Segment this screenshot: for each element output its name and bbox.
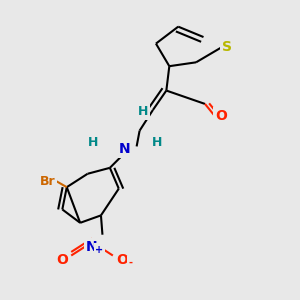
Text: O: O <box>56 253 68 267</box>
Text: S: S <box>222 40 232 55</box>
Text: H: H <box>152 136 163 149</box>
Text: Br: Br <box>40 175 55 188</box>
Text: N: N <box>86 240 98 254</box>
Text: -: - <box>129 258 133 268</box>
Text: O: O <box>116 253 128 267</box>
Text: H: H <box>88 136 99 149</box>
Text: H: H <box>137 105 148 118</box>
Text: O: O <box>215 109 227 123</box>
Text: +: + <box>95 244 104 255</box>
Text: N: N <box>119 142 130 155</box>
